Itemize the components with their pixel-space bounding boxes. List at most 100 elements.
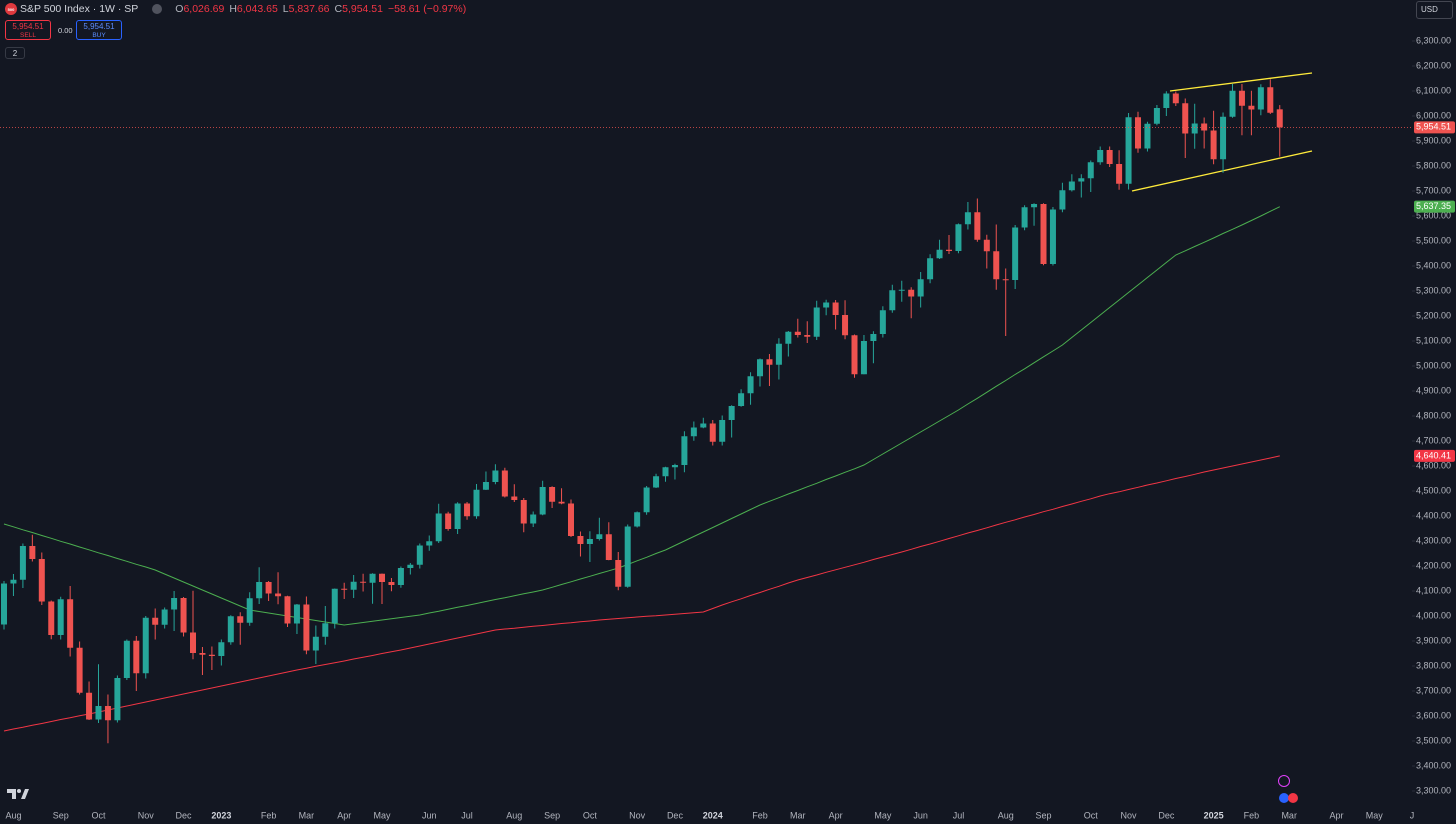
candle-body bbox=[1087, 162, 1094, 179]
y-tick-label: 4,600.00 bbox=[1416, 460, 1451, 470]
candle-body bbox=[700, 423, 707, 428]
candle-body bbox=[794, 331, 801, 335]
candle-body bbox=[738, 393, 745, 406]
x-tick-label: Sep bbox=[53, 810, 69, 820]
ohlc-key: C bbox=[334, 3, 343, 15]
last-price-label: 5,954.51 bbox=[1416, 122, 1451, 132]
candle-body bbox=[946, 249, 952, 251]
candle-body bbox=[586, 539, 593, 544]
candle-body bbox=[927, 258, 934, 280]
x-tick-label: Feb bbox=[1244, 810, 1260, 820]
y-tick-label: 3,500.00 bbox=[1416, 735, 1451, 745]
candle-body bbox=[1276, 109, 1283, 128]
candle-body bbox=[76, 647, 83, 693]
candle-body bbox=[690, 427, 697, 437]
candle-body bbox=[719, 420, 726, 442]
symbol-title[interactable]: S&P 500 Index · 1W · SP bbox=[20, 3, 139, 15]
candle-body bbox=[180, 598, 187, 633]
candle-body bbox=[757, 359, 763, 377]
candle-body bbox=[577, 536, 584, 544]
candle-body bbox=[114, 678, 121, 721]
flag-icon[interactable] bbox=[1288, 793, 1298, 803]
y-tick-label: 4,000.00 bbox=[1416, 610, 1451, 620]
y-tick-label: 6,200.00 bbox=[1416, 60, 1451, 70]
x-tick-label: Apr bbox=[1329, 810, 1343, 820]
y-tick-label: 3,600.00 bbox=[1416, 710, 1451, 720]
spread: 0.00 bbox=[58, 26, 73, 35]
candle-body bbox=[152, 617, 159, 625]
candle-body bbox=[1201, 123, 1208, 131]
tradingview-logo bbox=[7, 789, 29, 799]
candle-body bbox=[1182, 103, 1189, 134]
candle-body bbox=[624, 526, 631, 587]
candle-body bbox=[473, 489, 480, 517]
candle-body bbox=[823, 302, 830, 308]
candle-body bbox=[284, 596, 291, 624]
candle-body bbox=[1238, 90, 1245, 106]
buy-button[interactable]: 5,954.51 BUY bbox=[76, 20, 122, 40]
candle-body bbox=[492, 470, 499, 482]
candle-body bbox=[190, 632, 196, 653]
candle-body bbox=[1257, 87, 1264, 110]
candle-body bbox=[275, 593, 282, 597]
candle-body bbox=[67, 599, 74, 648]
candle-body bbox=[1097, 150, 1104, 163]
candle-body bbox=[879, 310, 886, 334]
y-tick-label: 4,300.00 bbox=[1416, 535, 1451, 545]
candle-body bbox=[1021, 207, 1028, 228]
candle-body bbox=[653, 476, 660, 488]
x-tick-label: Sep bbox=[1035, 810, 1051, 820]
candle-body bbox=[435, 513, 442, 542]
symbol-icon: 500 bbox=[5, 3, 17, 15]
indicator-tag bbox=[1414, 449, 1455, 462]
candle-body bbox=[57, 599, 64, 635]
y-tick-label: 5,400.00 bbox=[1416, 260, 1451, 270]
x-tick-label: May bbox=[1366, 810, 1384, 820]
candle-body bbox=[171, 598, 178, 610]
candle-body bbox=[1229, 90, 1236, 117]
x-tick-label: Mar bbox=[790, 810, 806, 820]
candle-body bbox=[95, 706, 102, 720]
candle-body bbox=[511, 496, 518, 500]
candle-body bbox=[1, 583, 7, 625]
candle-body bbox=[1012, 227, 1019, 280]
event-icon[interactable] bbox=[1278, 775, 1290, 787]
x-tick-label: Sep bbox=[544, 810, 560, 820]
candle-body bbox=[804, 335, 811, 337]
buy-price: 5,954.51 bbox=[83, 22, 115, 31]
x-tick-label: Dec bbox=[176, 810, 193, 820]
trend-line-upper bbox=[1169, 72, 1313, 92]
candle-body bbox=[454, 503, 461, 529]
candle-body bbox=[549, 487, 556, 502]
candle-body bbox=[964, 212, 971, 225]
x-tick-label: Aug bbox=[998, 810, 1014, 820]
y-tick-label: 4,100.00 bbox=[1416, 585, 1451, 595]
flag-icon[interactable] bbox=[1279, 793, 1289, 803]
candle-body bbox=[605, 534, 612, 560]
candle-body bbox=[445, 513, 452, 529]
candle-body bbox=[615, 560, 622, 587]
ohlc-value: 5,954.51 bbox=[342, 3, 383, 15]
candle-body bbox=[983, 239, 990, 252]
ohlc-key: O bbox=[175, 3, 184, 15]
indicator-toggle[interactable]: 2 bbox=[5, 47, 25, 59]
candle-body bbox=[898, 289, 905, 291]
y-tick-label: 6,300.00 bbox=[1416, 35, 1451, 45]
candle-body bbox=[974, 212, 981, 240]
x-tick-label: Apr bbox=[829, 810, 843, 820]
x-tick-label: May bbox=[373, 810, 391, 820]
x-tick-label: Mar bbox=[1281, 810, 1297, 820]
candle-body bbox=[256, 582, 263, 599]
sell-label: SELL bbox=[20, 32, 36, 39]
x-tick-label: Feb bbox=[752, 810, 768, 820]
candle-body bbox=[416, 545, 423, 565]
x-tick-label: 2024 bbox=[703, 810, 723, 820]
x-tick-label: Nov bbox=[629, 810, 646, 820]
sell-button[interactable]: 5,954.51 SELL bbox=[5, 20, 51, 40]
indicator-label: 5,637.35 bbox=[1416, 201, 1451, 211]
candle-body bbox=[917, 279, 924, 297]
candle-body bbox=[860, 341, 867, 375]
currency-button[interactable]: USD bbox=[1416, 1, 1453, 19]
candle-body bbox=[1135, 117, 1141, 149]
candle-body bbox=[265, 582, 272, 594]
